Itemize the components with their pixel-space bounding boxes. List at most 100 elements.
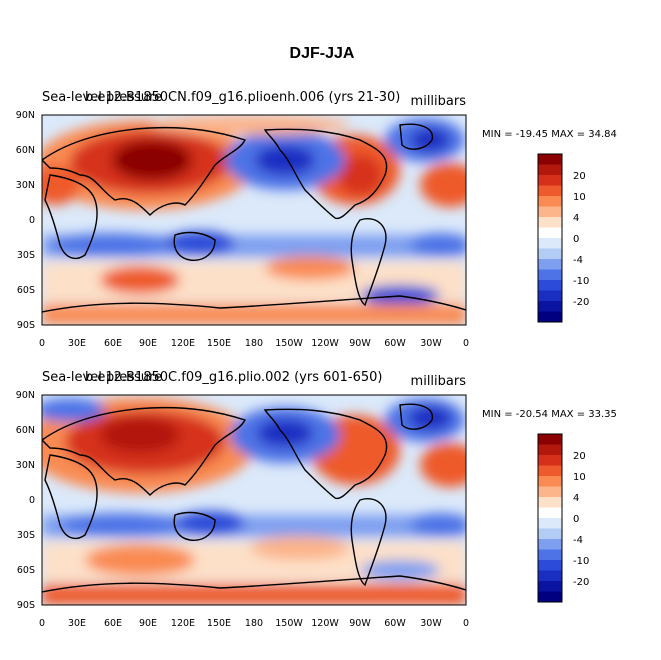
colorbar-1: 20 10 4 0 -4 -10 -20: [537, 153, 589, 323]
colorbar-swatch: [538, 248, 562, 260]
colorbar-swatch: [538, 486, 562, 498]
lon-tick: 120W: [311, 338, 339, 349]
lon-tick: 180: [245, 618, 263, 629]
panel-1-left-title: Sea-level pressure: [42, 90, 162, 105]
colorbar-swatch: [538, 444, 562, 456]
lon-tick: 30E: [68, 618, 86, 629]
lat-tick: 30N: [16, 180, 35, 191]
lon-ticks-1: 0 30E 60E 90E 120E 150E 180 150W 120W 90…: [39, 338, 469, 349]
coastlines-2: [42, 403, 466, 593]
lon-tick: 120E: [171, 338, 195, 349]
colorbar-swatch: [538, 269, 562, 281]
lon-tick: 150E: [207, 338, 231, 349]
colorbar-label: -4: [573, 255, 583, 266]
pressure-field-2: [42, 395, 466, 605]
lon-tick: 60E: [104, 338, 122, 349]
lat-tick: 60N: [16, 145, 35, 156]
lon-tick: 30W: [420, 338, 442, 349]
lon-tick: 120W: [311, 618, 339, 629]
lat-tick: 90N: [16, 390, 35, 401]
colorbar-label: 20: [573, 171, 586, 182]
pressure-field-1: [42, 115, 466, 325]
panel-1-units: millibars: [411, 94, 467, 109]
lat-tick: 0: [29, 495, 35, 506]
colorbar-swatch: [538, 591, 562, 603]
colorbar-swatch: [538, 539, 562, 550]
panel-2-stats: MIN = -20.54 MAX = 33.35: [482, 409, 617, 420]
colorbar-label: -10: [573, 276, 589, 287]
colorbar-swatch: [538, 549, 562, 561]
lat-ticks-1: 90N 60N 30N 0 30S 60S 90S: [16, 110, 35, 331]
lon-tick: 90E: [139, 618, 157, 629]
lon-tick: 30E: [68, 338, 86, 349]
colorbar-swatch: [538, 164, 562, 176]
colorbar-swatch: [538, 206, 562, 218]
lat-tick: 60S: [17, 285, 35, 296]
colorbar-2: 20 10 4 0 -4 -10 -20: [537, 433, 589, 603]
lat-tick: 90S: [17, 600, 35, 611]
lon-tick: 150W: [275, 338, 303, 349]
colorbar-swatch: [538, 227, 562, 239]
colorbar-label: -20: [573, 297, 589, 308]
lat-tick: 0: [29, 215, 35, 226]
lon-tick: 0: [463, 618, 469, 629]
colorbar-swatch: [538, 259, 562, 270]
colorbar-label: -10: [573, 556, 589, 567]
colorbar-swatch: [538, 301, 562, 312]
colorbar-swatch: [538, 560, 562, 571]
map-frame-2: [41, 394, 467, 606]
colorbar-label: -20: [573, 577, 589, 588]
lat-tick: 60N: [16, 425, 35, 436]
map-panel-1: Sea-level pressure b.e12.B1850CN.f09_g16…: [16, 90, 617, 349]
panel-2-case-title: b.e12.B1850C.f09_g16.plio.002 (yrs 601-6…: [85, 370, 383, 385]
lon-tick: 60W: [384, 338, 406, 349]
colorbar-label: 0: [573, 514, 579, 525]
lon-tick: 120E: [171, 618, 195, 629]
coastlines-1: [42, 123, 466, 313]
colorbar-swatch: [538, 290, 562, 302]
lon-tick: 0: [463, 338, 469, 349]
colorbar-swatch: [538, 507, 562, 519]
map-panel-2: Sea-level pressure b.e12.B1850C.f09_g16.…: [16, 370, 617, 629]
panel-2-units: millibars: [411, 374, 467, 389]
map-frame-1: [41, 114, 467, 326]
colorbar-swatch: [538, 280, 562, 291]
lon-ticks-2: 0 30E 60E 90E 120E 150E 180 150W 120W 90…: [39, 618, 469, 629]
colorbar-swatch: [538, 581, 562, 592]
lat-tick: 30N: [16, 460, 35, 471]
lon-tick: 90W: [349, 618, 371, 629]
panel-1-case-title: b.e12.B1850CN.f09_g16.plioenh.006 (yrs 2…: [85, 90, 400, 105]
colorbar-swatch: [538, 465, 562, 477]
lon-tick: 30W: [420, 618, 442, 629]
panel-1-stats: MIN = -19.45 MAX = 34.84: [482, 129, 617, 140]
panel-2-left-title: Sea-level pressure: [42, 370, 162, 385]
figure-title: DJF-JJA: [290, 45, 355, 62]
lon-tick: 0: [39, 338, 45, 349]
colorbar-label: 20: [573, 451, 586, 462]
colorbar-swatch: [538, 238, 562, 249]
colorbar-swatch: [538, 570, 562, 582]
colorbar-label: 4: [573, 213, 579, 224]
lon-tick: 60W: [384, 618, 406, 629]
colorbar-label: 10: [573, 192, 586, 203]
lon-tick: 60E: [104, 618, 122, 629]
colorbar-swatch: [538, 497, 562, 508]
colorbar-label: 10: [573, 472, 586, 483]
lat-tick: 90N: [16, 110, 35, 121]
colorbar-swatch: [538, 154, 562, 165]
colorbar-label: -4: [573, 535, 583, 546]
colorbar-swatch: [538, 455, 562, 466]
colorbar-swatch: [538, 185, 562, 197]
colorbar-swatch: [538, 476, 562, 487]
lat-tick: 90S: [17, 320, 35, 331]
colorbar-label: 4: [573, 493, 579, 504]
colorbar-swatch: [538, 518, 562, 529]
lat-tick: 30S: [17, 530, 35, 541]
lat-tick: 60S: [17, 565, 35, 576]
colorbar-swatch: [538, 528, 562, 540]
colorbar-swatch: [538, 175, 562, 186]
colorbar-label: 0: [573, 234, 579, 245]
lon-tick: 90W: [349, 338, 371, 349]
colorbar-swatch: [538, 196, 562, 207]
